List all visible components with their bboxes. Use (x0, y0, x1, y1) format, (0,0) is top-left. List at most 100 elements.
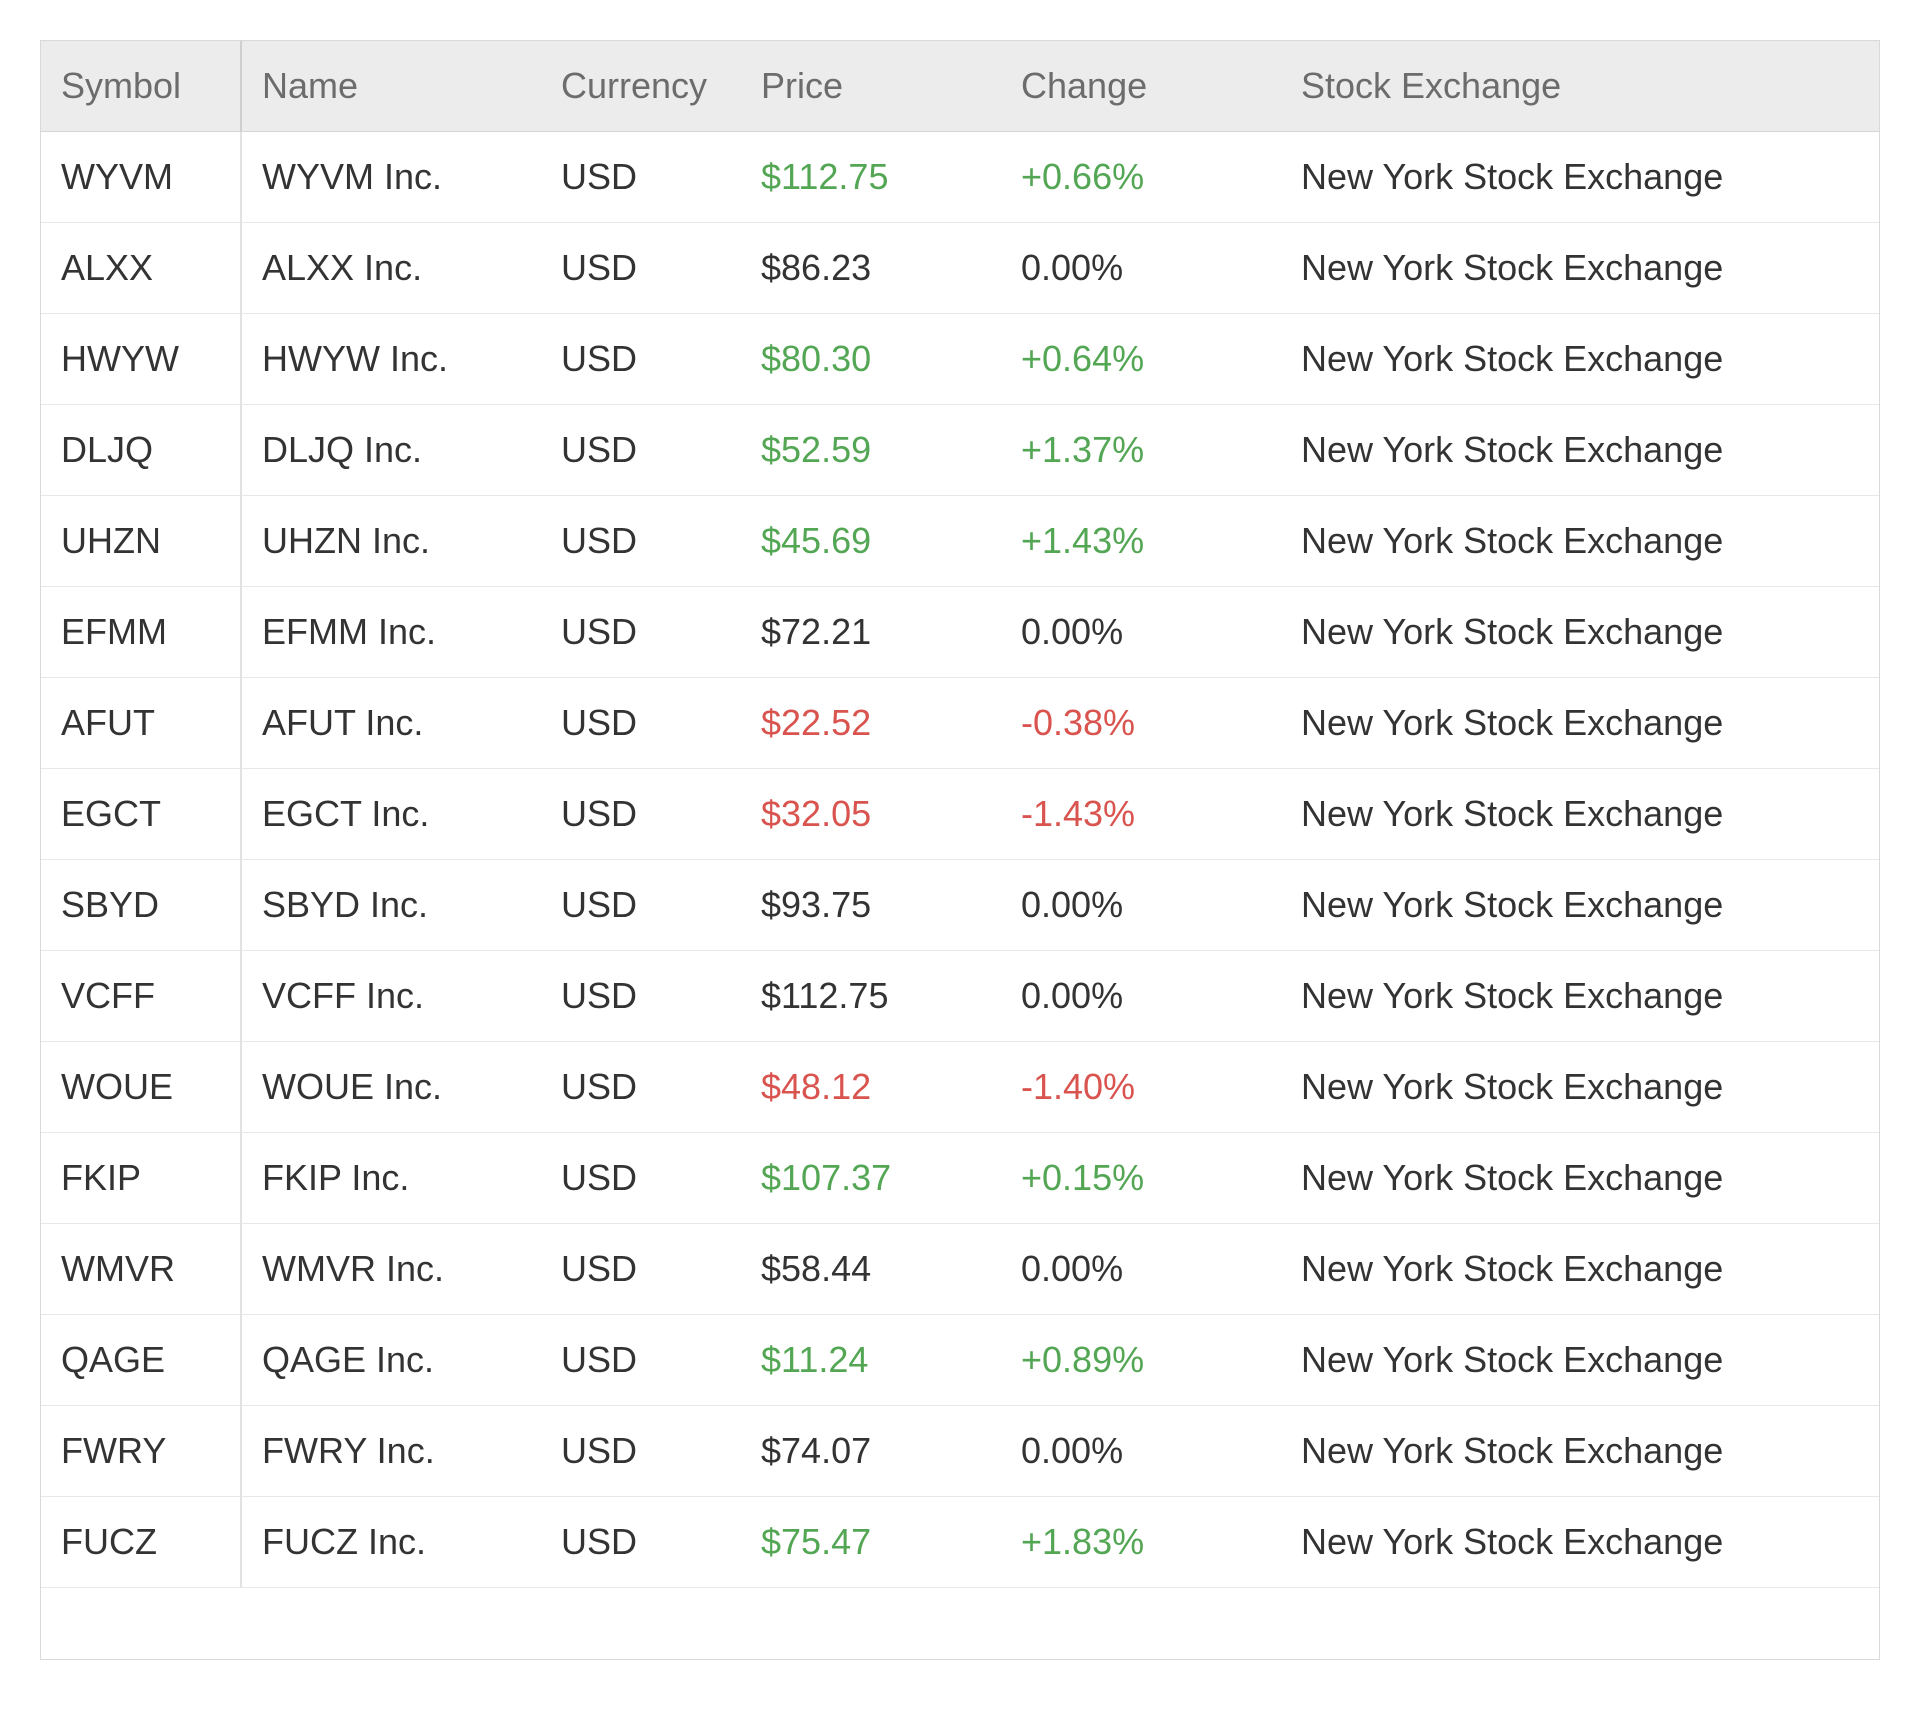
cell-exchange: New York Stock Exchange (1281, 860, 1879, 951)
cell-change: -0.38% (1001, 678, 1281, 769)
cell-price: $86.23 (741, 223, 1001, 314)
cell-change: 0.00% (1001, 951, 1281, 1042)
cell-symbol: EFMM (41, 587, 241, 678)
cell-name: HWYW Inc. (241, 314, 541, 405)
table-row[interactable]: DLJQDLJQ Inc.USD$52.59+1.37%New York Sto… (41, 405, 1879, 496)
cell-symbol: EGCT (41, 769, 241, 860)
cell-name: AFUT Inc. (241, 678, 541, 769)
cell-currency: USD (541, 1042, 741, 1133)
cell-name: FUCZ Inc. (241, 1497, 541, 1588)
cell-currency: USD (541, 405, 741, 496)
cell-change: 0.00% (1001, 860, 1281, 951)
cell-symbol: SBYD (41, 860, 241, 951)
cell-exchange: New York Stock Exchange (1281, 1133, 1879, 1224)
cell-name: FKIP Inc. (241, 1133, 541, 1224)
cell-change: +0.66% (1001, 132, 1281, 223)
cell-name: DLJQ Inc. (241, 405, 541, 496)
col-header-symbol[interactable]: Symbol (41, 41, 241, 132)
table-row[interactable]: AFUTAFUT Inc.USD$22.52-0.38%New York Sto… (41, 678, 1879, 769)
cell-price: $93.75 (741, 860, 1001, 951)
cell-price: $75.47 (741, 1497, 1001, 1588)
col-header-currency[interactable]: Currency (541, 41, 741, 132)
cell-change: +1.83% (1001, 1497, 1281, 1588)
cell-exchange: New York Stock Exchange (1281, 951, 1879, 1042)
cell-symbol: DLJQ (41, 405, 241, 496)
table-row[interactable]: FUCZFUCZ Inc.USD$75.47+1.83%New York Sto… (41, 1497, 1879, 1588)
table-row[interactable]: HWYWHWYW Inc.USD$80.30+0.64%New York Sto… (41, 314, 1879, 405)
cell-currency: USD (541, 314, 741, 405)
table-row[interactable]: EFMMEFMM Inc.USD$72.210.00%New York Stoc… (41, 587, 1879, 678)
table-row[interactable]: VCFFVCFF Inc.USD$112.750.00%New York Sto… (41, 951, 1879, 1042)
cell-exchange: New York Stock Exchange (1281, 496, 1879, 587)
table-row[interactable]: FKIPFKIP Inc.USD$107.37+0.15%New York St… (41, 1133, 1879, 1224)
cell-exchange: New York Stock Exchange (1281, 587, 1879, 678)
table-row[interactable]: ALXXALXX Inc.USD$86.230.00%New York Stoc… (41, 223, 1879, 314)
col-header-price[interactable]: Price (741, 41, 1001, 132)
cell-change: +1.37% (1001, 405, 1281, 496)
stock-table-frame: Symbol Name Currency Price Change Stock … (40, 40, 1880, 1660)
cell-change: +0.15% (1001, 1133, 1281, 1224)
cell-currency: USD (541, 769, 741, 860)
cell-currency: USD (541, 951, 741, 1042)
cell-currency: USD (541, 1224, 741, 1315)
cell-exchange: New York Stock Exchange (1281, 314, 1879, 405)
cell-symbol: WYVM (41, 132, 241, 223)
cell-price: $22.52 (741, 678, 1001, 769)
cell-symbol: ALXX (41, 223, 241, 314)
cell-currency: USD (541, 496, 741, 587)
col-header-exchange[interactable]: Stock Exchange (1281, 41, 1879, 132)
cell-exchange: New York Stock Exchange (1281, 678, 1879, 769)
table-row[interactable]: WYVMWYVM Inc.USD$112.75+0.66%New York St… (41, 132, 1879, 223)
table-row[interactable]: FWRYFWRY Inc.USD$74.070.00%New York Stoc… (41, 1406, 1879, 1497)
cell-currency: USD (541, 223, 741, 314)
cell-price: $107.37 (741, 1133, 1001, 1224)
cell-symbol: HWYW (41, 314, 241, 405)
cell-currency: USD (541, 1133, 741, 1224)
cell-symbol: FUCZ (41, 1497, 241, 1588)
cell-exchange: New York Stock Exchange (1281, 405, 1879, 496)
cell-name: EGCT Inc. (241, 769, 541, 860)
cell-name: WMVR Inc. (241, 1224, 541, 1315)
cell-change: +1.43% (1001, 496, 1281, 587)
cell-symbol: AFUT (41, 678, 241, 769)
cell-change: 0.00% (1001, 1224, 1281, 1315)
cell-price: $112.75 (741, 132, 1001, 223)
table-row[interactable]: QAGEQAGE Inc.USD$11.24+0.89%New York Sto… (41, 1315, 1879, 1406)
cell-change: +0.89% (1001, 1315, 1281, 1406)
cell-exchange: New York Stock Exchange (1281, 1406, 1879, 1497)
cell-exchange: New York Stock Exchange (1281, 769, 1879, 860)
cell-price: $112.75 (741, 951, 1001, 1042)
table-row[interactable]: UHZNUHZN Inc.USD$45.69+1.43%New York Sto… (41, 496, 1879, 587)
cell-name: QAGE Inc. (241, 1315, 541, 1406)
col-header-change[interactable]: Change (1001, 41, 1281, 132)
cell-symbol: QAGE (41, 1315, 241, 1406)
cell-price: $58.44 (741, 1224, 1001, 1315)
cell-name: UHZN Inc. (241, 496, 541, 587)
stock-table: Symbol Name Currency Price Change Stock … (41, 41, 1879, 1588)
table-row[interactable]: SBYDSBYD Inc.USD$93.750.00%New York Stoc… (41, 860, 1879, 951)
cell-symbol: FKIP (41, 1133, 241, 1224)
table-scroll-region[interactable]: Symbol Name Currency Price Change Stock … (41, 41, 1879, 1659)
cell-name: WOUE Inc. (241, 1042, 541, 1133)
cell-price: $74.07 (741, 1406, 1001, 1497)
cell-exchange: New York Stock Exchange (1281, 1315, 1879, 1406)
cell-price: $32.05 (741, 769, 1001, 860)
cell-name: FWRY Inc. (241, 1406, 541, 1497)
cell-currency: USD (541, 1406, 741, 1497)
table-row[interactable]: EGCTEGCT Inc.USD$32.05-1.43%New York Sto… (41, 769, 1879, 860)
col-header-name[interactable]: Name (241, 41, 541, 132)
cell-change: +0.64% (1001, 314, 1281, 405)
cell-name: ALXX Inc. (241, 223, 541, 314)
cell-price: $72.21 (741, 587, 1001, 678)
cell-name: WYVM Inc. (241, 132, 541, 223)
cell-price: $80.30 (741, 314, 1001, 405)
table-row[interactable]: WOUEWOUE Inc.USD$48.12-1.40%New York Sto… (41, 1042, 1879, 1133)
cell-exchange: New York Stock Exchange (1281, 223, 1879, 314)
table-row[interactable]: WMVRWMVR Inc.USD$58.440.00%New York Stoc… (41, 1224, 1879, 1315)
cell-change: 0.00% (1001, 587, 1281, 678)
cell-currency: USD (541, 132, 741, 223)
cell-change: 0.00% (1001, 223, 1281, 314)
table-header: Symbol Name Currency Price Change Stock … (41, 41, 1879, 132)
cell-change: 0.00% (1001, 1406, 1281, 1497)
cell-price: $52.59 (741, 405, 1001, 496)
